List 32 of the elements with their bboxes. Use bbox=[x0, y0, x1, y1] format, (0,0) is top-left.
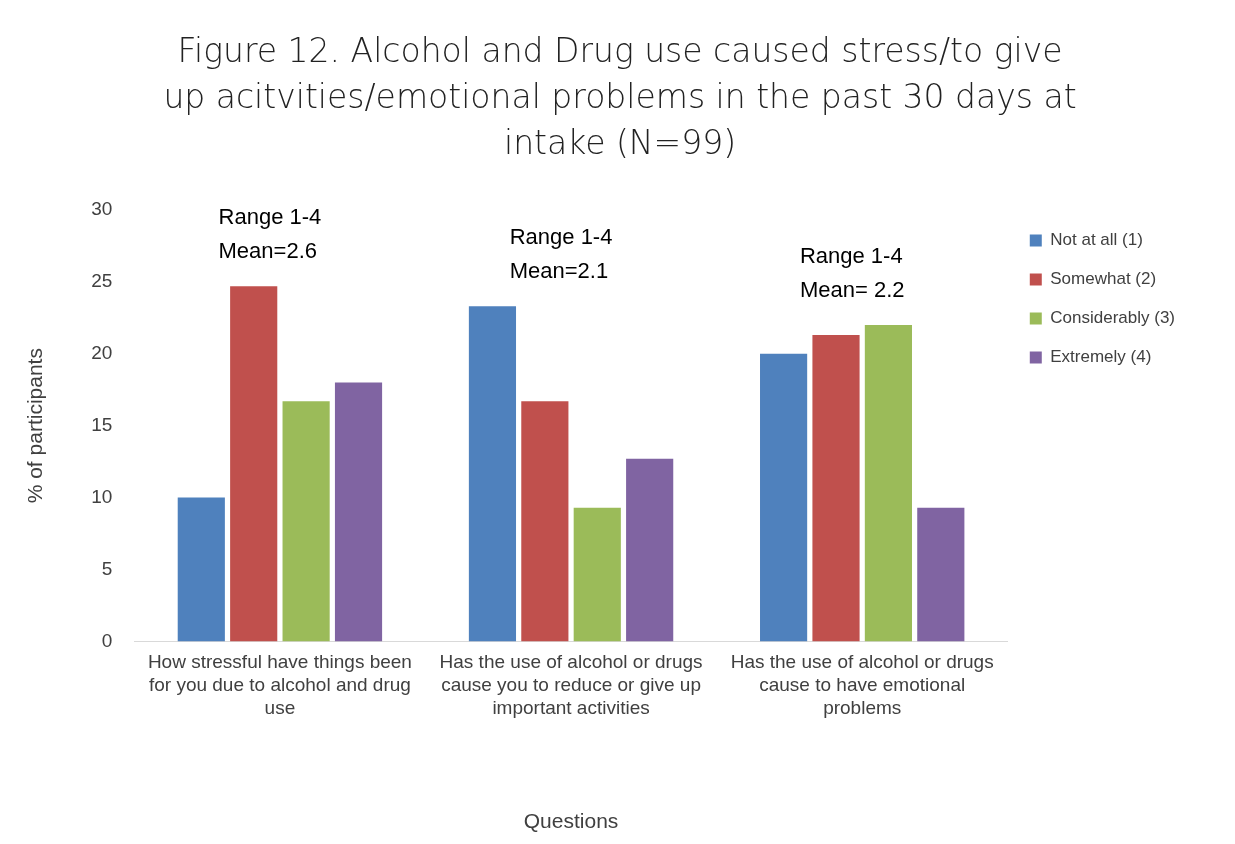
y-tick-label: 0 bbox=[101, 629, 113, 651]
y-tick-label: 15 bbox=[91, 413, 113, 435]
x-tick-label: Has the use of alcohol or drugs cause to have emotional problems bbox=[730, 651, 994, 718]
y-tick-label: 5 bbox=[101, 557, 113, 579]
bar bbox=[917, 507, 965, 642]
y-tick-label: 25 bbox=[91, 270, 113, 292]
bar bbox=[230, 286, 278, 642]
bar bbox=[864, 325, 912, 642]
bar bbox=[468, 306, 517, 642]
bar bbox=[521, 401, 569, 642]
chart-title: Figure 12. Alcohol and Drug use caused stress/to give up acitvities/emotional problems in the past 30 days at intake (N=99) bbox=[162, 30, 1078, 164]
legend-label: Somewhat (2) bbox=[1050, 269, 1157, 289]
y-tick-label: 20 bbox=[91, 342, 113, 364]
bar bbox=[282, 401, 330, 642]
bar bbox=[626, 458, 674, 642]
y-axis-title: % of participants bbox=[23, 348, 47, 504]
bar bbox=[812, 335, 860, 642]
y-tick-label: 30 bbox=[91, 198, 113, 220]
legend-label: Extremely (4) bbox=[1050, 347, 1152, 367]
bar bbox=[573, 507, 621, 642]
annotation: Range 1-4 Mean=2.6 bbox=[218, 204, 322, 264]
y-tick-label: 10 bbox=[91, 485, 113, 507]
legend-label: Not at all (1) bbox=[1050, 230, 1143, 250]
x-tick-label: How stressful have things been for you due to alcohol and drug use bbox=[147, 651, 412, 718]
bar bbox=[760, 353, 808, 642]
bar bbox=[177, 497, 225, 642]
x-axis-title: Questions bbox=[523, 809, 619, 833]
annotation: Range 1-4 Mean= 2.2 bbox=[799, 243, 905, 303]
legend-label: Considerably (3) bbox=[1050, 308, 1176, 328]
annotation: Range 1-4 Mean=2.1 bbox=[509, 224, 613, 284]
bar bbox=[334, 382, 383, 642]
x-tick-label: Has the use of alcohol or drugs cause you to reduce or give up important activities bbox=[439, 651, 703, 718]
